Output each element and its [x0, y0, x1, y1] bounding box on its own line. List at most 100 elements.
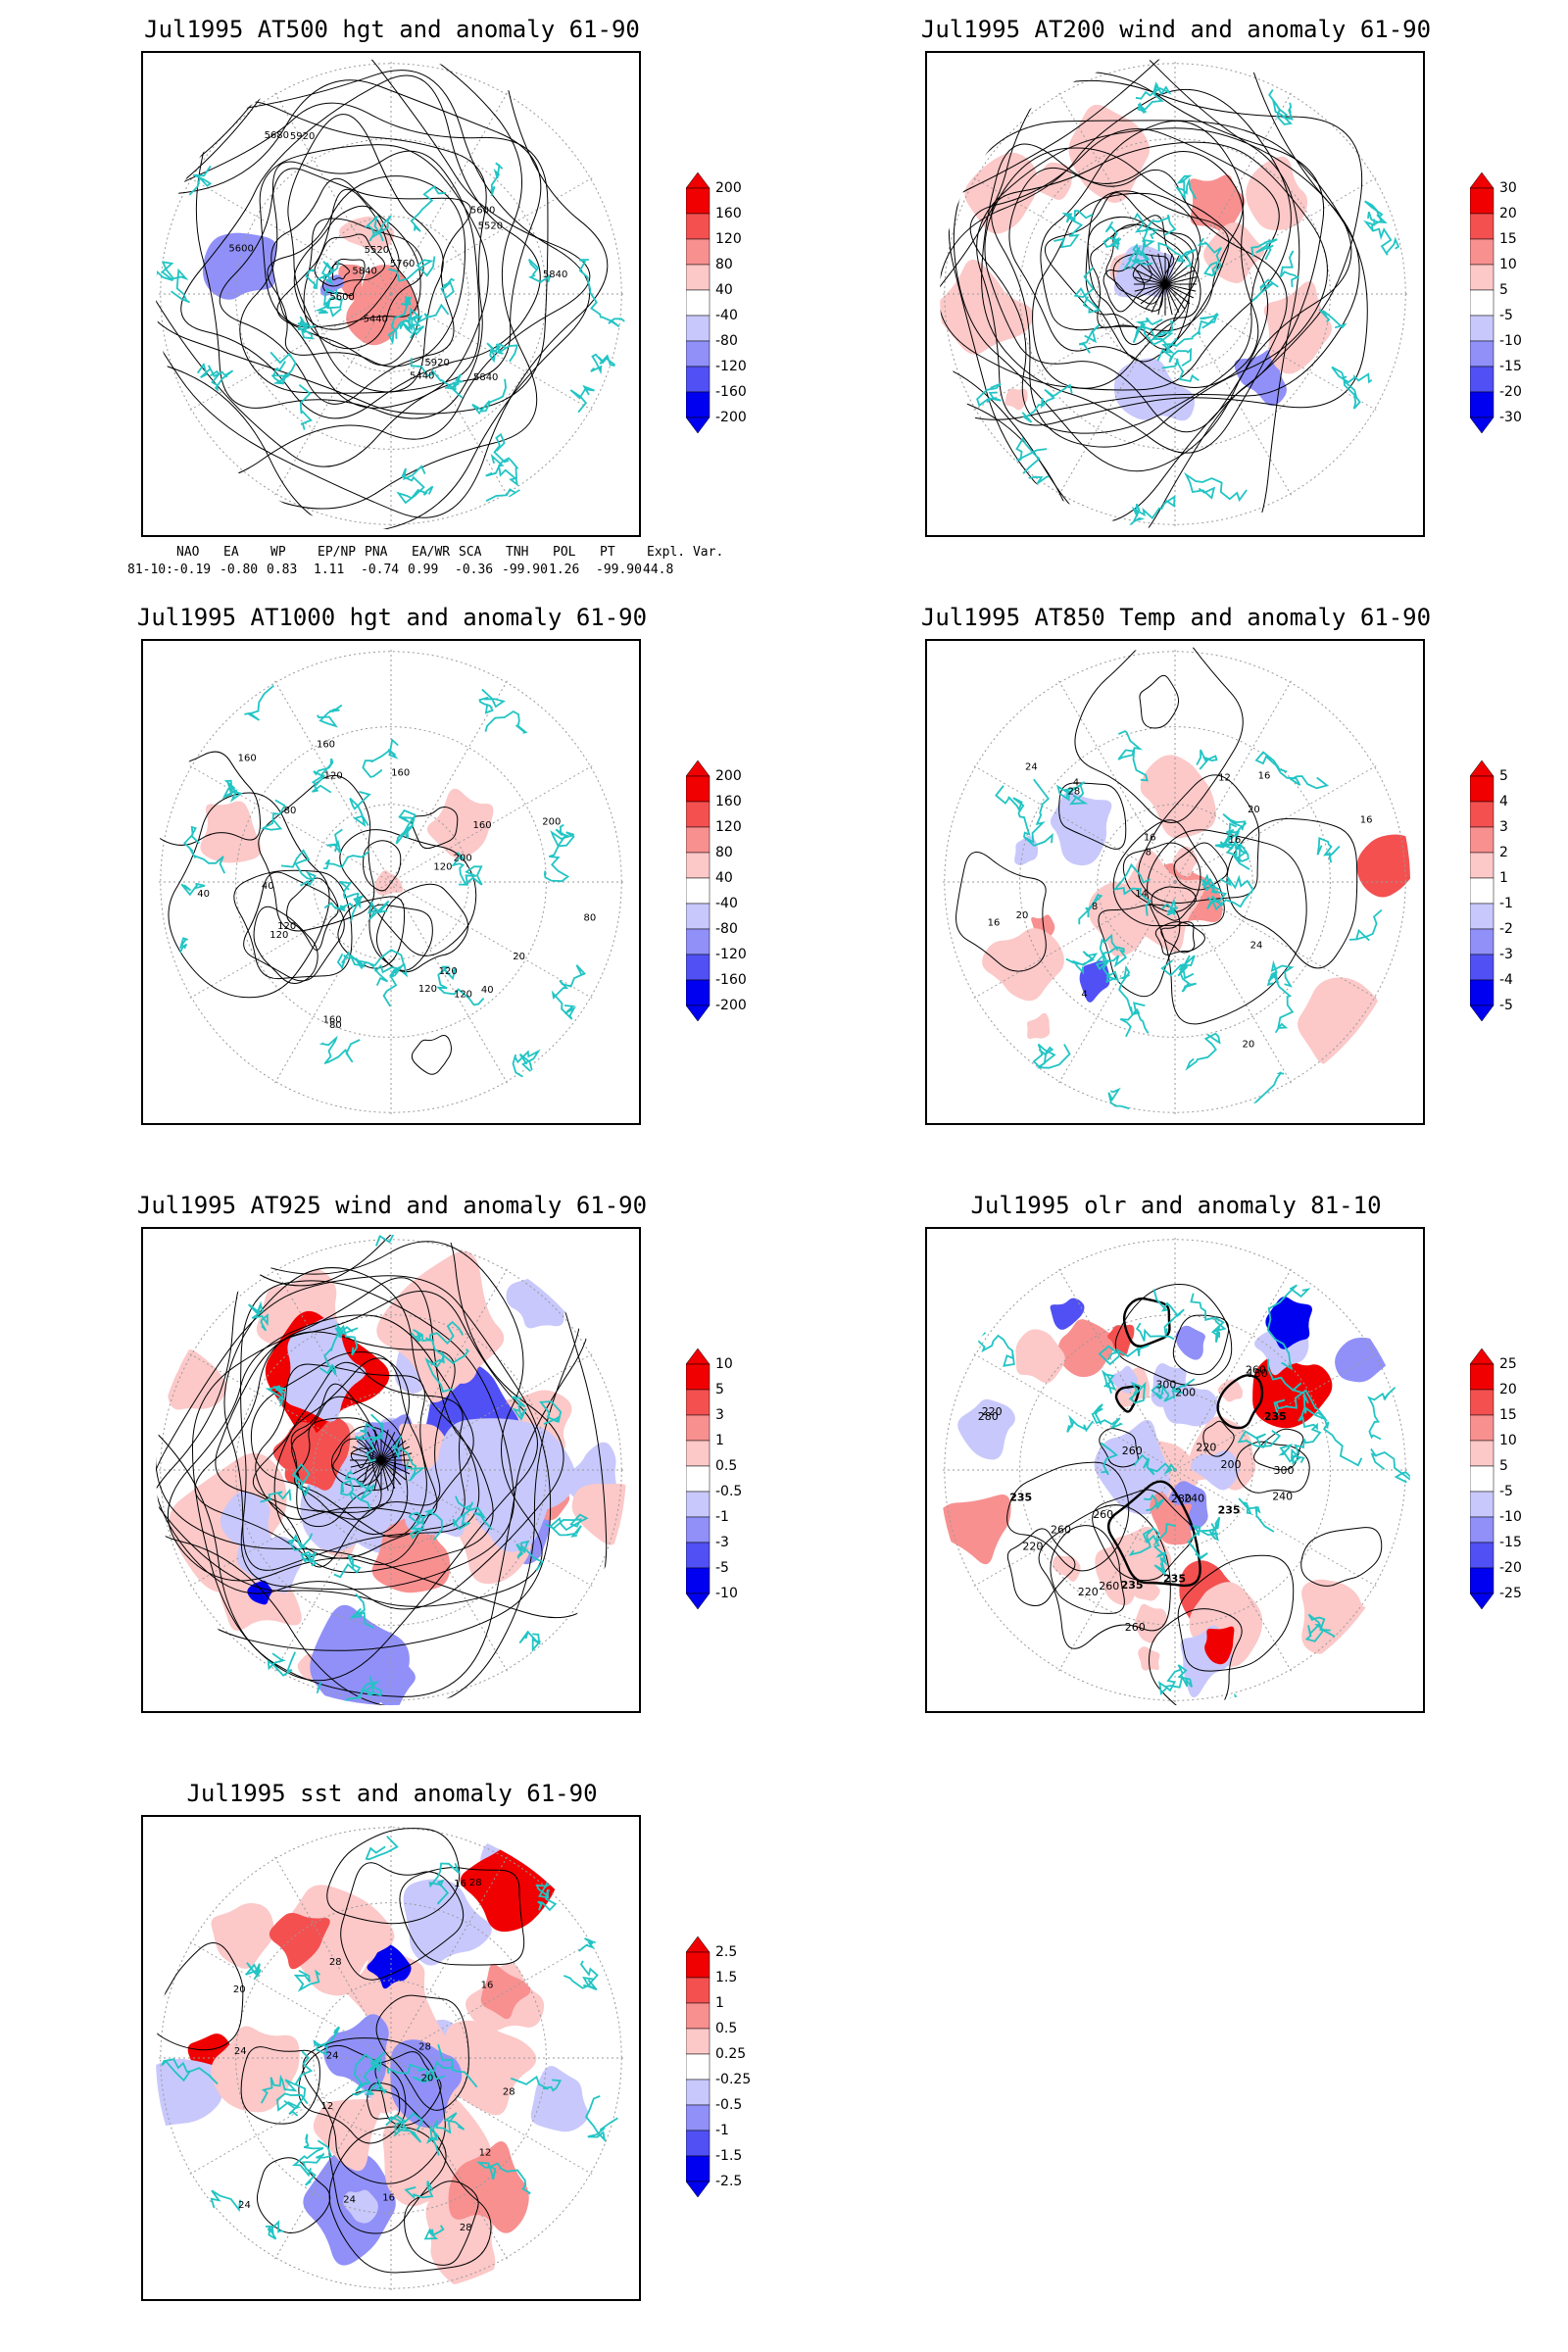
anomaly-shade	[1004, 388, 1028, 411]
colorbar-label: 120	[715, 231, 742, 247]
contour-line	[239, 150, 480, 394]
contour-line	[1050, 1525, 1125, 1614]
teleconnection-index-table: NAO EA WP EP/NP PNA EA/WR SCA TNH POL PT Expl. Var…	[127, 545, 735, 584]
contour-line	[1112, 819, 1225, 927]
colorbar-segment	[686, 877, 710, 905]
contour-line	[1008, 151, 1259, 388]
contour-label: 80	[329, 1020, 342, 1031]
contour-label: 160	[323, 1015, 342, 1026]
contour-label: 5520	[478, 220, 503, 231]
coastline	[455, 1495, 493, 1531]
contour-label: 280	[978, 1410, 999, 1423]
colorbar-label: 0.5	[715, 1458, 738, 1474]
coastline	[180, 882, 206, 897]
colorbar-segment	[1470, 877, 1494, 905]
contour-label: 5440	[364, 314, 388, 324]
contour-label: 28	[1068, 786, 1081, 797]
contour-line	[984, 147, 1269, 433]
meridian-line	[390, 881, 596, 1001]
contour-label: 5840	[352, 266, 376, 276]
latitude-circle	[313, 1392, 469, 1548]
contour-label: 280	[1171, 1493, 1192, 1505]
map-frame: 260 235 220 260 240 235 220 300 280 260 235 220 200 1…	[925, 1227, 1425, 1713]
colorbar-label: -10	[1499, 1509, 1522, 1525]
coastline	[485, 453, 519, 487]
coastline	[1021, 383, 1073, 423]
colorbar-label: 0.25	[715, 2046, 747, 2062]
colorbar-arrow-top	[686, 1348, 710, 1365]
contour-label: 40	[262, 881, 274, 892]
contour-line	[287, 114, 444, 393]
colorbar-segment	[1470, 1363, 1494, 1391]
contour-line	[240, 2046, 320, 2125]
contour-line	[321, 258, 366, 297]
contour-line	[948, 71, 1325, 524]
coastline	[349, 954, 372, 969]
colorbar-label: 80	[715, 257, 733, 272]
coastline	[1107, 1087, 1130, 1109]
contour-label: 120	[439, 966, 458, 977]
polar-map: 28 28 24 20 16 12 16 24 28 12 16 20 24 28 24 28	[156, 1823, 626, 2293]
contour-label: 160	[391, 768, 410, 779]
contour-label: 200	[1221, 1458, 1242, 1471]
colorbar-label: -160	[715, 972, 747, 988]
colorbar-label: -1.5	[715, 2148, 743, 2164]
streamline	[1145, 283, 1166, 310]
coastline	[1268, 89, 1294, 125]
contour-line	[253, 906, 318, 984]
contour-label: 220	[1196, 1442, 1216, 1454]
colorbar-label: -2	[1499, 921, 1513, 937]
contour-line	[340, 1862, 465, 1981]
anomaly-shade	[1298, 977, 1386, 1065]
coastline	[300, 1550, 318, 1567]
contour-line	[156, 1235, 591, 1697]
streamline	[380, 1429, 389, 1461]
colorbar-segment	[1470, 1389, 1494, 1416]
coastline	[1318, 309, 1348, 329]
panel-title: Jul1995 sst and anomaly 61-90	[186, 1780, 598, 1807]
colorbar-segment	[686, 366, 710, 393]
coastline	[396, 465, 434, 505]
contour-line	[156, 59, 609, 518]
coastline	[280, 849, 317, 888]
colorbar-arrow-bottom	[686, 416, 710, 434]
anomaly-shade	[940, 1494, 1011, 1565]
meridian-line	[272, 1853, 392, 2059]
meridian-line	[390, 1469, 596, 1589]
coastline	[471, 378, 508, 416]
coastline	[1096, 933, 1128, 968]
contour-label: 14	[1135, 889, 1148, 900]
contour-label: 28	[460, 2223, 472, 2233]
anomaly-shade	[1356, 834, 1410, 898]
contour-line	[156, 79, 542, 467]
colorbar-label: -25	[1499, 1586, 1522, 1601]
contour-line	[1148, 1608, 1243, 1705]
colorbar-segment	[686, 1491, 710, 1518]
contour-line	[1173, 842, 1228, 891]
anomaly-shade	[1094, 1419, 1170, 1515]
contour-label: 4	[1073, 778, 1079, 789]
panel-olr: Jul1995 olr and anomaly 81-10 260 235 220 2…	[784, 1176, 1568, 1764]
coastline	[590, 353, 619, 375]
index-row-label: 81-10:	[127, 563, 173, 577]
meridian-line	[1174, 89, 1294, 295]
contour-label: 160	[317, 739, 335, 750]
anomaly-shade	[448, 2140, 529, 2233]
contour-label: 300	[1274, 1464, 1295, 1477]
colorbar-segment	[1470, 289, 1494, 317]
contour-label: 260	[1122, 1445, 1143, 1457]
coastline	[1222, 812, 1248, 850]
coastline	[1128, 1522, 1177, 1556]
coastline	[1331, 366, 1373, 410]
latitude-circle	[235, 1314, 547, 1626]
contour-line	[1226, 817, 1358, 969]
coastline	[1278, 1444, 1305, 1465]
contour-line	[367, 2082, 401, 2120]
streamline	[380, 1459, 407, 1481]
coastline	[319, 1326, 354, 1376]
anomaly-shade	[426, 788, 494, 858]
coastline	[428, 1862, 461, 1905]
contour-line	[1105, 215, 1175, 312]
coastline	[388, 256, 436, 282]
coastline	[1200, 873, 1221, 895]
